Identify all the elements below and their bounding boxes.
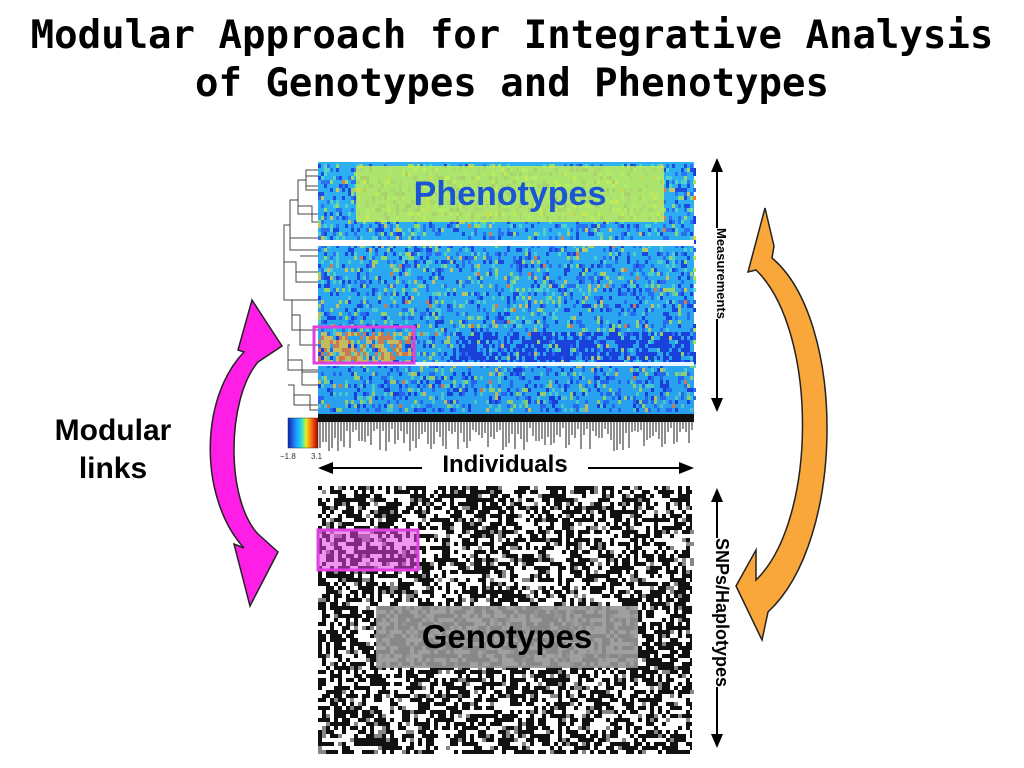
magenta-curved-arrow: [209, 298, 284, 609]
orange-curved-arrow: [735, 207, 828, 643]
title-line-1: Modular Approach for Integrative Analysi…: [30, 13, 994, 58]
colorbar-min-label: −1.8: [280, 452, 296, 461]
colorbar: [287, 417, 319, 449]
phenotype-module-box: [312, 325, 416, 365]
genotype-module-box: [316, 528, 420, 572]
phenotypes-label: Phenotypes: [356, 166, 664, 222]
modular-links-line-2: links: [78, 452, 148, 485]
title-line-2: of Genotypes and Phenotypes: [195, 61, 829, 106]
slide-title: Modular Approach for Integrative Analysi…: [0, 12, 1024, 108]
row-dendrogram: [283, 169, 318, 411]
individuals-label: Individuals: [422, 450, 588, 480]
column-dendrogram: [318, 414, 694, 451]
genotypes-label: Genotypes: [376, 606, 638, 668]
colorbar-max-label: 3.1: [311, 452, 323, 461]
snps-haplotypes-label: SNPs/Haplotypes: [712, 538, 732, 688]
modular-links-line-1: Modular: [54, 414, 172, 447]
modular-links-label: Modular links: [38, 412, 188, 488]
measurements-label: Measurements: [713, 228, 729, 320]
